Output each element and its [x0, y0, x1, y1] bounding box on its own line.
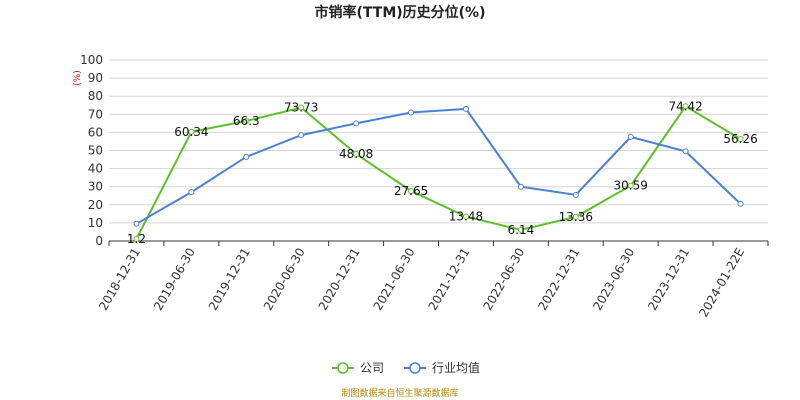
series-line — [135, 107, 742, 225]
data-point — [682, 103, 689, 110]
data-label: 30.59 — [614, 179, 648, 193]
legend-swatch-marker — [337, 362, 349, 374]
data-label: 6.14 — [508, 223, 535, 237]
x-tick-label: 2021-12-31 — [426, 246, 473, 313]
legend[interactable]: 公司 行业均值 — [332, 360, 480, 375]
y-tick-label: 90 — [88, 71, 103, 85]
x-tick-label: 2022-06-30 — [480, 246, 527, 313]
data-point — [188, 128, 195, 135]
y-tick-label: 100 — [80, 53, 103, 67]
x-tick-label: 2019-06-30 — [151, 246, 198, 313]
data-point — [572, 191, 579, 198]
x-tick-label: 2020-12-31 — [316, 246, 363, 313]
y-tick-label: 60 — [88, 125, 103, 139]
data-point — [408, 109, 415, 116]
legend-swatch-marker — [409, 362, 421, 374]
data-label: 66.3 — [233, 114, 260, 128]
y-axis-unit: (%) — [73, 70, 83, 86]
y-tick-labels: 0 10 20 30 40 50 60 70 80 90 100 — [80, 53, 103, 248]
data-point — [737, 136, 744, 143]
legend-item[interactable]: 公司 — [332, 361, 384, 375]
x-tick-label: 2023-12-31 — [645, 246, 692, 313]
data-label: 27.65 — [394, 184, 428, 198]
x-tick-label: 2018-12-31 — [96, 246, 143, 313]
data-point — [408, 187, 415, 194]
legend-label: 公司 — [360, 361, 384, 375]
data-point — [682, 148, 689, 155]
data-point — [462, 105, 469, 112]
axes — [108, 241, 769, 246]
y-tick-label: 0 — [95, 234, 103, 248]
x-tick-label: 2023-06-30 — [590, 246, 637, 313]
data-point — [627, 182, 634, 189]
chart-title: 市销率(TTM)历史分位(%) — [315, 4, 486, 21]
data-point — [737, 200, 744, 207]
y-tick-label: 50 — [88, 144, 103, 158]
legend-item[interactable]: 行业均值 — [404, 360, 480, 375]
x-tick-label: 2022-12-31 — [535, 246, 582, 313]
y-tick-label: 70 — [88, 107, 103, 121]
data-point — [517, 183, 524, 190]
gridlines — [109, 59, 768, 242]
legend-label: 行业均值 — [432, 360, 480, 375]
data-point — [188, 189, 195, 196]
data-point — [243, 117, 250, 124]
series-line — [135, 104, 742, 240]
data-label: 48.08 — [339, 147, 373, 161]
data-point — [353, 120, 360, 127]
data-point — [298, 104, 305, 111]
data-point — [133, 220, 140, 227]
x-tick-labels: 2018-12-31 2019-06-30 2019-12-31 2020-06-30… — [96, 246, 747, 320]
y-tick-label: 40 — [88, 162, 103, 176]
data-point — [133, 235, 140, 242]
data-point — [572, 213, 579, 220]
y-tick-label: 80 — [88, 89, 103, 103]
data-label: 74.42 — [668, 99, 702, 113]
series-layer — [133, 103, 744, 242]
data-label: 13.48 — [449, 210, 483, 224]
data-point — [627, 133, 634, 140]
x-tick-label: 2024-01-22E — [696, 246, 747, 320]
x-tick-label: 2021-06-30 — [371, 246, 418, 313]
x-tick-label: 2019-12-31 — [206, 246, 253, 313]
data-point — [353, 150, 360, 157]
data-label: 56.26 — [723, 132, 757, 146]
y-tick-label: 10 — [88, 216, 103, 230]
y-tick-label: 30 — [88, 180, 103, 194]
data-point — [298, 132, 305, 139]
data-label: 60.34 — [174, 125, 208, 139]
data-label: 73.73 — [284, 101, 318, 115]
data-labels: 1.2 60.34 66.3 73.73 48.08 27.65 13.48 6.14 13.3… — [127, 99, 758, 246]
data-point — [517, 226, 524, 233]
source-note: 制图数据来自恒生聚源数据库 — [341, 387, 458, 399]
data-point — [462, 213, 469, 220]
y-tick-label: 20 — [88, 198, 103, 212]
x-tick-label: 2020-06-30 — [261, 246, 308, 313]
data-point — [243, 153, 250, 160]
data-label: 13.36 — [559, 210, 593, 224]
data-label: 1.2 — [127, 232, 146, 246]
